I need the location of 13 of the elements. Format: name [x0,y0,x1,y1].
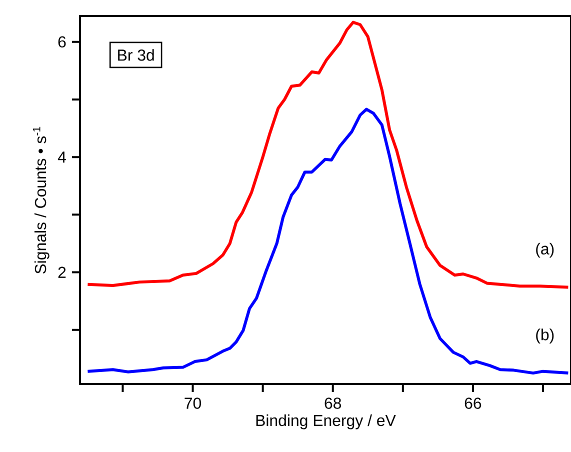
annotation: Br 3d [118,49,154,61]
x-tick-label: 68 [324,398,342,409]
y-axis-title: Signals / Counts • s$^{-1}$ [32,126,50,274]
y-tick-label: 4 [58,152,66,163]
line-series [86,20,570,289]
series-label: (a) [536,242,554,258]
line-series [86,108,570,375]
x-axis-title: Binding Energy / eV [256,414,396,430]
series-label: (b) [536,328,554,344]
x-tick-label: 70 [184,398,202,409]
x-tick-label: 66 [464,398,482,409]
y-tick-label: 6 [58,36,66,48]
y-tick-label: 2 [58,266,66,278]
